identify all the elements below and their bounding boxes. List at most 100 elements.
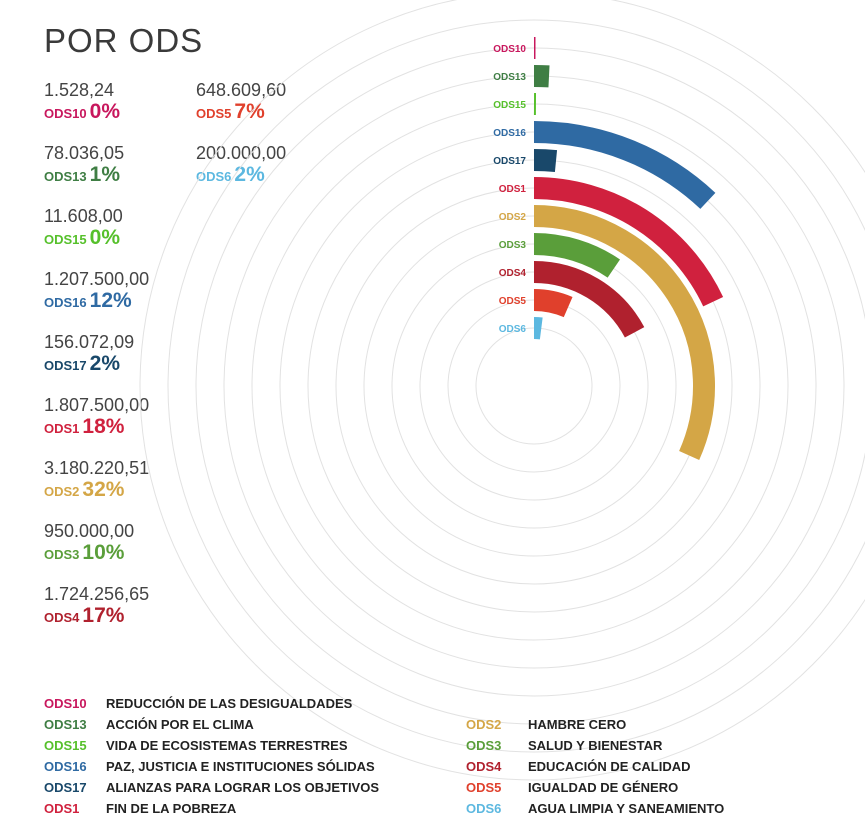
stat-code-line: ODS1 18% <box>44 415 149 441</box>
stat-code: ODS15 <box>44 232 87 247</box>
legend-code: ODS13 <box>44 717 87 732</box>
legend-name: VIDA DE ECOSISTEMAS TERRESTRES <box>106 738 348 753</box>
legend-item-ods16: ODS16 PAZ, JUSTICIA E INSTITUCIONES SÓLID… <box>44 757 375 777</box>
stat-ods13: 78.036,05 ODS13 1% <box>44 143 124 189</box>
stat-ods3: 950.000,00 ODS3 10% <box>44 521 134 567</box>
stat-percent: 2% <box>234 163 265 186</box>
legend-item-ods10: ODS10 REDUCCIÓN DE LAS DESIGUALDADES <box>44 694 352 714</box>
grid-ring <box>167 19 865 753</box>
stat-amount: 648.609,60 <box>196 80 287 100</box>
bar-label-ods15: ODS15 <box>493 100 526 111</box>
grid-ring <box>447 299 621 473</box>
stat-code-line: ODS13 1% <box>44 163 124 189</box>
bar-ods3 <box>533 233 620 278</box>
grid-ring <box>223 75 845 697</box>
legend-code: ODS3 <box>466 738 502 753</box>
bar-label-ods13: ODS13 <box>493 72 526 83</box>
legend-name: AGUA LIMPIA Y SANEAMIENTO <box>528 801 725 816</box>
stat-code-line: ODS15 0% <box>44 226 123 252</box>
legend-code: ODS6 <box>466 801 502 816</box>
bar-label-ods6: ODS6 <box>499 324 527 335</box>
stat-ods16: 1.207.500,00 ODS16 12% <box>44 269 149 315</box>
bar-label-ods4: ODS4 <box>499 268 527 279</box>
stat-amount: 1.528,24 <box>44 80 115 100</box>
stat-code: ODS1 <box>44 421 80 436</box>
bar-ods5 <box>533 289 573 318</box>
legend-item-ods5: ODS5 IGUALDAD DE GÉNERO <box>466 778 678 798</box>
stat-code: ODS5 <box>196 106 232 121</box>
legend-item-ods3: ODS3 SALUD Y BIENESTAR <box>466 736 662 756</box>
stat-code-line: ODS6 2% <box>196 163 286 189</box>
grid-ring <box>251 103 817 669</box>
legend-code: ODS15 <box>44 738 87 753</box>
legend-name: IGUALDAD DE GÉNERO <box>528 780 679 795</box>
bar-ods1 <box>533 177 724 307</box>
stat-code-line: ODS2 32% <box>44 478 149 504</box>
legend-code: ODS16 <box>44 759 87 774</box>
stat-ods4: 1.724.256,65 ODS4 17% <box>44 584 149 630</box>
stat-code: ODS6 <box>196 169 232 184</box>
legend-name: ALIANZAS PARA LOGRAR LOS OBJETIVOS <box>106 780 380 795</box>
stat-code: ODS10 <box>44 106 87 121</box>
legend-item-ods6: ODS6 AGUA LIMPIA Y SANEAMIENTO <box>466 799 724 819</box>
stat-code: ODS3 <box>44 547 80 562</box>
legend-item-ods2: ODS2 HAMBRE CERO <box>466 715 626 735</box>
chart-title: POR ODS <box>44 22 204 59</box>
stat-amount: 3.180.220,51 <box>44 458 150 478</box>
stat-amount: 200.000,00 <box>196 143 287 163</box>
grid-ring <box>475 327 593 445</box>
grid-ring <box>195 47 865 725</box>
legend-name: REDUCCIÓN DE LAS DESIGUALDADES <box>106 696 353 711</box>
legend-code: ODS4 <box>466 759 502 774</box>
stat-ods17: 156.072,09 ODS17 2% <box>44 332 134 378</box>
stat-ods2: 3.180.220,51 ODS2 32% <box>44 458 149 504</box>
bar-ods2 <box>533 205 715 460</box>
stat-amount: 1.807.500,00 <box>44 395 150 415</box>
legend-item-ods15: ODS15 VIDA DE ECOSISTEMAS TERRESTRES <box>44 736 348 756</box>
stat-percent: 10% <box>82 541 125 564</box>
stat-code: ODS13 <box>44 169 87 184</box>
stat-ods1: 1.807.500,00 ODS1 18% <box>44 395 149 441</box>
bar-label-ods16: ODS16 <box>493 128 526 139</box>
stat-code: ODS4 <box>44 610 80 625</box>
grid-ring <box>391 243 677 529</box>
legend-item-ods13: ODS13 ACCIÓN POR EL CLIMA <box>44 715 254 735</box>
legend-code: ODS2 <box>466 717 502 732</box>
stat-percent: 0% <box>89 226 120 249</box>
stat-percent: 17% <box>82 604 125 627</box>
stat-percent: 18% <box>82 415 125 438</box>
bar-ods16 <box>533 121 716 209</box>
legend-item-ods17: ODS17 ALIANZAS PARA LOGRAR LOS OBJETIVOS <box>44 778 379 798</box>
stat-ods6: 200.000,00 ODS6 2% <box>196 143 286 189</box>
grid-ring <box>139 0 865 781</box>
legend-name: PAZ, JUSTICIA E INSTITUCIONES SÓLIDAS <box>106 759 375 774</box>
stat-code: ODS2 <box>44 484 80 499</box>
stat-code-line: ODS16 12% <box>44 289 149 315</box>
stat-code: ODS16 <box>44 295 87 310</box>
stat-percent: 2% <box>89 352 120 375</box>
bar-label-ods5: ODS5 <box>499 296 527 307</box>
stat-percent: 0% <box>89 100 120 123</box>
stat-percent: 32% <box>82 478 125 501</box>
stat-percent: 12% <box>89 289 132 312</box>
stat-code-line: ODS10 0% <box>44 100 120 126</box>
stat-code-line: ODS4 17% <box>44 604 149 630</box>
legend-item-ods1: ODS1 FIN DE LA POBREZA <box>44 799 236 819</box>
legend-name: EDUCACIÓN DE CALIDAD <box>528 759 691 774</box>
legend-name: SALUD Y BIENESTAR <box>528 738 663 753</box>
stat-amount: 1.724.256,65 <box>44 584 150 604</box>
stat-percent: 1% <box>89 163 120 186</box>
ring-grid <box>139 0 865 781</box>
legend-name: ACCIÓN POR EL CLIMA <box>106 717 254 732</box>
stat-amount: 11.608,00 <box>44 206 123 226</box>
stat-ods15: 11.608,00 ODS15 0% <box>44 206 123 252</box>
bar-ods4 <box>533 261 645 338</box>
stat-amount: 1.207.500,00 <box>44 269 150 289</box>
stat-code-line: ODS3 10% <box>44 541 134 567</box>
legend-code: ODS10 <box>44 696 87 711</box>
stat-code-line: ODS17 2% <box>44 352 134 378</box>
stat-amount: 950.000,00 <box>44 521 135 541</box>
stat-amount: 78.036,05 <box>44 143 125 163</box>
legend-name: FIN DE LA POBREZA <box>106 801 237 816</box>
